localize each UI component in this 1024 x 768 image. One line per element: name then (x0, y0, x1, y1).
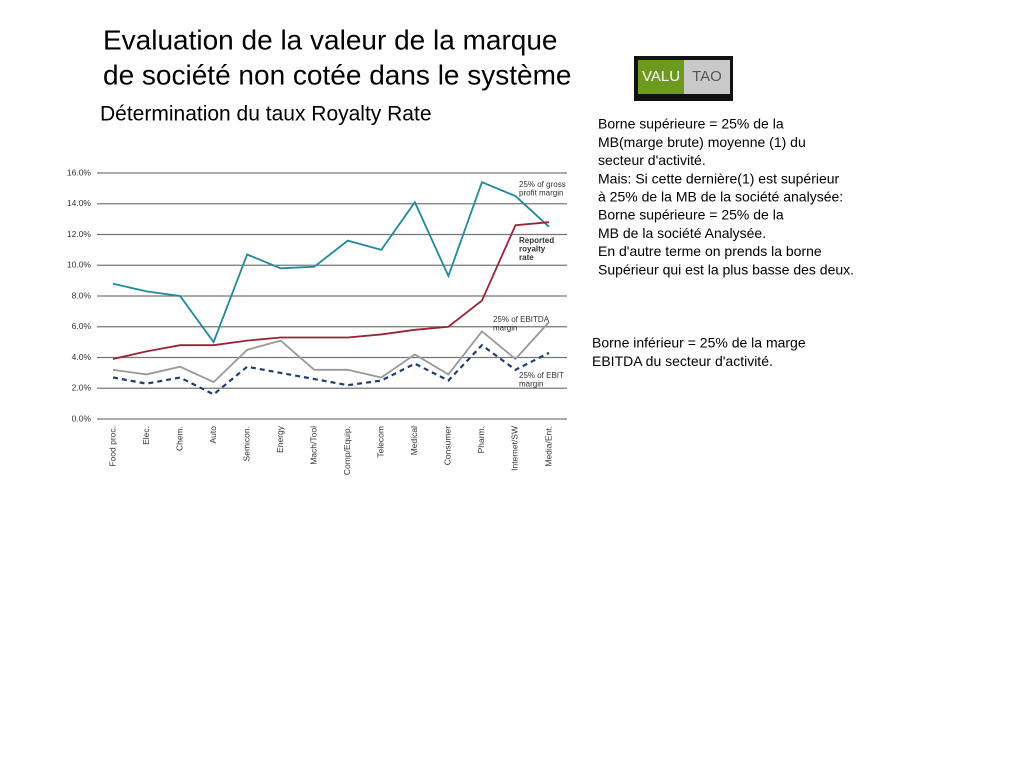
series-line (112, 343, 550, 396)
title-line: Evaluation de la valeur de la marque (103, 24, 558, 55)
note-line: à 25% de la MB de la société analysée: (598, 189, 843, 205)
x-tick-label: Chem. (174, 426, 184, 451)
x-tick-label: Energy (275, 425, 285, 453)
series-line (112, 221, 550, 360)
x-tick-label: Medical (409, 426, 419, 455)
y-tick-label: 10.0% (67, 260, 92, 270)
x-tick-label: Media/Ent. (543, 426, 553, 467)
note-line: Mais: Si cette dernière(1) est supérieur (598, 170, 840, 186)
y-tick-label: 0.0% (72, 413, 92, 423)
series-label: 25% of EBIT (519, 371, 564, 380)
y-tick-label: 14.0% (67, 198, 92, 208)
y-tick-label: 12.0% (67, 229, 92, 239)
note-line: MB de la société Analysée. (598, 225, 766, 241)
note-line: Borne inférieur = 25% de la marge (592, 335, 806, 351)
x-tick-label: Pharm. (476, 426, 486, 453)
x-tick-label: Consumer (443, 426, 453, 465)
series-label: Reported (519, 236, 554, 245)
x-tick-label: Elec. (141, 426, 151, 445)
logo: VALU TAO (634, 56, 733, 101)
note-line: Borne supérieure = 25% de la (598, 207, 784, 223)
series-label: profit margin (519, 189, 563, 198)
series-label: margin (519, 380, 543, 389)
y-tick-label: 2.0% (72, 383, 92, 393)
logo-right (684, 60, 730, 94)
logo-left (638, 60, 684, 94)
note-line: EBITDA du secteur d'activité. (592, 353, 773, 369)
y-tick-label: 4.0% (72, 352, 92, 362)
logo-text: TAO (692, 68, 722, 85)
x-tick-label: Food proc. (107, 426, 117, 467)
note-line: secteur d'activité. (598, 152, 706, 168)
logo-text: VALU (642, 68, 680, 85)
x-tick-label: Semicon. (241, 426, 251, 461)
note-line: En d'autre terme on prends la borne (598, 243, 822, 259)
x-tick-label: Mach/Tool (308, 426, 318, 465)
series-label: margin (493, 324, 517, 333)
y-tick-label: 6.0% (72, 321, 92, 331)
series-label: rate (519, 253, 534, 262)
x-tick-label: Internet/SW (510, 426, 520, 471)
x-tick-label: Telecom (376, 426, 386, 458)
y-tick-label: 8.0% (72, 290, 92, 300)
y-tick-label: 16.0% (67, 167, 92, 177)
note-line: MB(marge brute) moyenne (1) du (598, 134, 806, 150)
series-line (112, 181, 550, 344)
title-line: de société non cotée dans le système (103, 59, 572, 90)
subtitle: Détermination du taux Royalty Rate (100, 103, 432, 126)
x-tick-label: Auto (208, 426, 218, 444)
x-tick-label: Comp/Equip. (342, 426, 352, 475)
series-label: 25% of EBITDA (493, 315, 550, 324)
note-line: Borne supérieure = 25% de la (598, 116, 784, 132)
note-line: Supérieur qui est la plus basse des deux… (598, 261, 854, 277)
series-label: royalty (519, 245, 546, 254)
series-label: 25% of gross (519, 180, 566, 189)
series-line (112, 321, 550, 384)
